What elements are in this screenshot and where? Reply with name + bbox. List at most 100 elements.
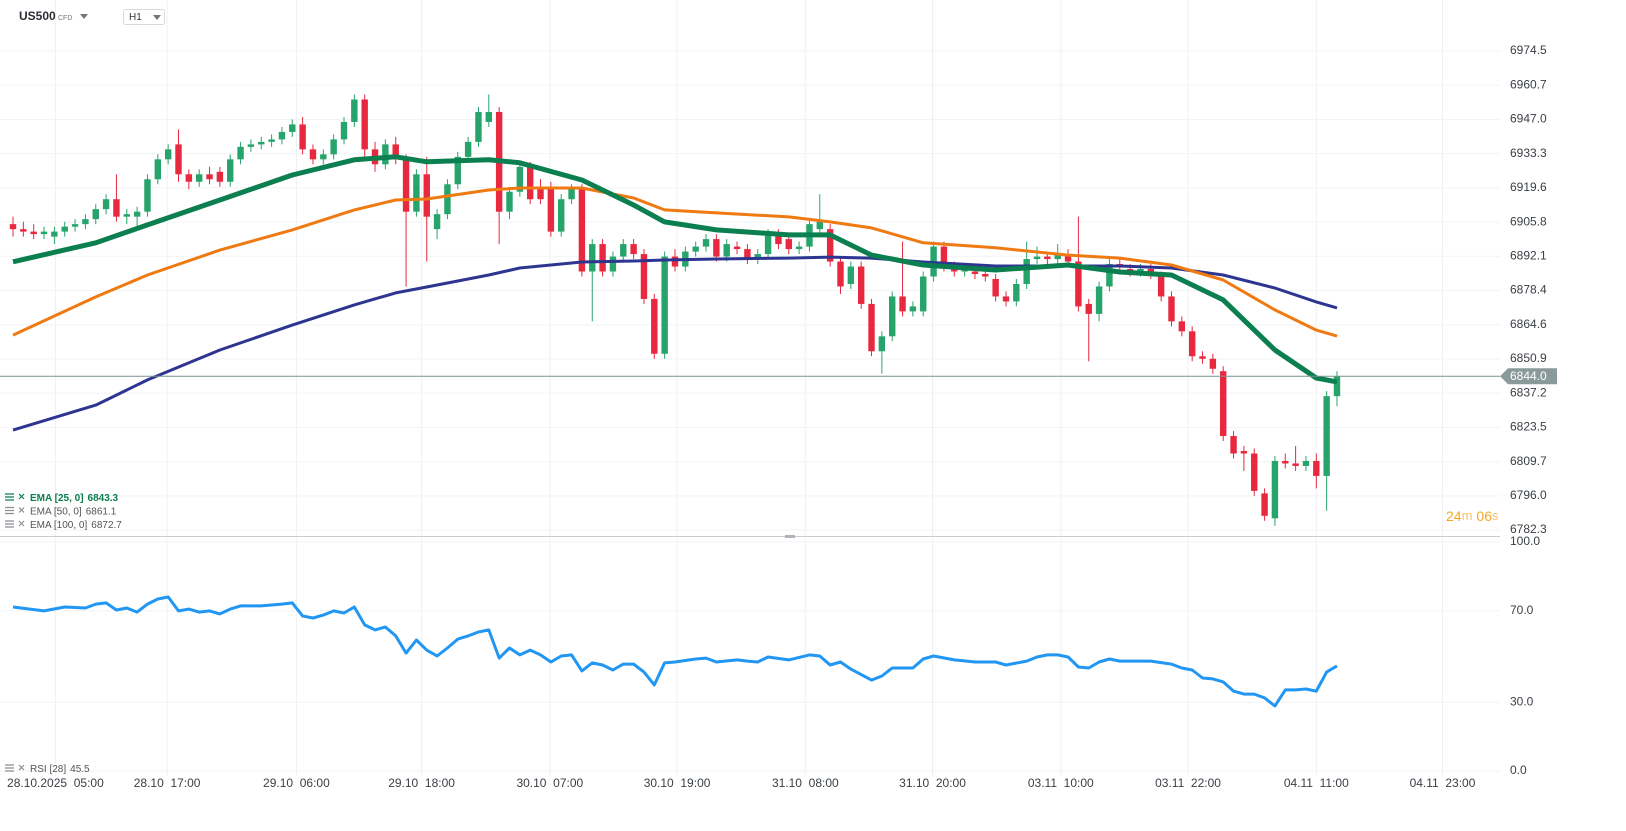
panel-resize-handle[interactable]	[785, 535, 795, 538]
x-tick-label: 03.11 22:00	[1155, 776, 1221, 790]
legend-value: 6861.1	[86, 506, 117, 517]
candle-body	[133, 211, 141, 217]
candle-body	[578, 189, 586, 272]
symbol[interactable]: US500	[19, 9, 56, 23]
candle-body	[857, 266, 865, 304]
candle-body	[837, 261, 844, 287]
y-tick-label: 70.0	[1510, 603, 1534, 617]
candle-body	[1023, 259, 1030, 284]
candle-body	[1095, 286, 1103, 314]
y-tick-label: 6933.3	[1510, 146, 1547, 160]
candle-body	[620, 244, 627, 257]
candle-body	[392, 144, 399, 160]
candle-body	[113, 199, 120, 217]
x-tick-label: 28.10.2025 05:00	[7, 776, 104, 790]
candle-body	[278, 131, 286, 140]
candle-body	[651, 298, 658, 354]
y-tick-label: 6837.2	[1510, 385, 1547, 399]
candle-body	[123, 214, 130, 217]
y-tick-label: 6947.0	[1510, 112, 1547, 126]
candle-body	[475, 111, 482, 142]
candle-body	[175, 144, 182, 175]
legend-value: 45.5	[70, 764, 90, 775]
legend-entry: EMA [100, 0] 6872.7	[30, 520, 122, 531]
candle-body	[102, 199, 110, 210]
countdown: 24m 06s	[1446, 508, 1499, 524]
candle-body	[258, 141, 265, 145]
candle-body	[785, 239, 792, 250]
ema-line	[12, 255, 1338, 432]
candle-body	[1106, 264, 1113, 287]
candle-body	[1064, 254, 1072, 262]
plot	[9, 94, 1341, 708]
candle-body	[444, 184, 451, 215]
candle-body	[920, 276, 927, 312]
candle-body	[154, 159, 162, 180]
candle-body	[309, 149, 317, 160]
candle-body	[268, 139, 275, 142]
candle-body	[71, 224, 79, 227]
timeframe-box[interactable]	[123, 9, 165, 25]
candle-body	[247, 144, 255, 147]
y-tick-label: 30.0	[1510, 694, 1534, 708]
candle-body	[868, 303, 875, 352]
countdown-minutes: 24	[1446, 508, 1462, 524]
current-price-label: 6844.0	[1510, 369, 1547, 383]
candle-body	[227, 159, 234, 182]
candle-body	[568, 189, 575, 200]
candle-body	[744, 249, 751, 260]
candle-body	[382, 144, 389, 165]
candle-body	[692, 246, 699, 252]
candle-body	[713, 239, 720, 257]
candle-body	[733, 246, 741, 250]
y-tick-label: 6974.5	[1510, 43, 1547, 57]
x-tick-label: 04.11 23:00	[1410, 776, 1476, 790]
x-tick-label: 28.10 17:00	[134, 776, 201, 790]
candle-body	[1219, 371, 1227, 437]
candle-body	[61, 226, 68, 232]
candle-body	[537, 186, 544, 200]
candle-body	[599, 244, 606, 272]
candle-body	[671, 256, 679, 267]
candle-body	[1240, 450, 1248, 454]
ema-line	[12, 154, 1338, 385]
candle-body	[764, 234, 772, 255]
candle-body	[164, 149, 172, 160]
candle-body	[1013, 283, 1020, 302]
y-tick-label: 6850.9	[1510, 351, 1547, 365]
candle-body	[195, 174, 203, 182]
candle-body	[702, 239, 710, 247]
candle-body	[1199, 356, 1206, 359]
ema-line	[12, 186, 1338, 338]
candle-body	[878, 336, 886, 352]
y-tick-label: 6878.4	[1510, 283, 1547, 297]
candle-body	[51, 231, 58, 237]
symbol-dropdown[interactable]	[80, 14, 88, 19]
candle-body	[402, 159, 410, 212]
candle-body	[558, 199, 565, 232]
x-tick-label: 30.10 19:00	[644, 776, 711, 790]
x-tick-label: 04.11 11:00	[1284, 776, 1349, 790]
candle-body	[237, 146, 244, 160]
candle-body	[185, 174, 193, 182]
legend-icon	[5, 506, 25, 515]
rsi-line	[12, 595, 1338, 708]
candle-body	[899, 296, 906, 312]
timeframe[interactable]: H1	[129, 12, 142, 23]
candle-body	[1002, 296, 1010, 302]
candle-body	[1261, 493, 1268, 516]
candle-body	[216, 171, 224, 182]
candle-body	[433, 214, 441, 230]
legend-name: EMA [25, 0]	[30, 493, 84, 504]
candle-body	[940, 246, 948, 267]
candle-body	[547, 186, 555, 232]
y-tick-label: 6905.8	[1510, 214, 1547, 228]
legend-value: 6843.3	[88, 493, 119, 504]
y-tick-label: 6892.1	[1510, 248, 1547, 262]
timeframe-dropdown[interactable]	[153, 15, 161, 20]
candle-body	[1075, 261, 1082, 307]
x-tick-label: 03.11 10:00	[1028, 776, 1094, 790]
y-tick-label: 6823.5	[1510, 419, 1547, 433]
y-tick-label: 6796.0	[1510, 488, 1547, 502]
candle-body	[1054, 254, 1061, 260]
